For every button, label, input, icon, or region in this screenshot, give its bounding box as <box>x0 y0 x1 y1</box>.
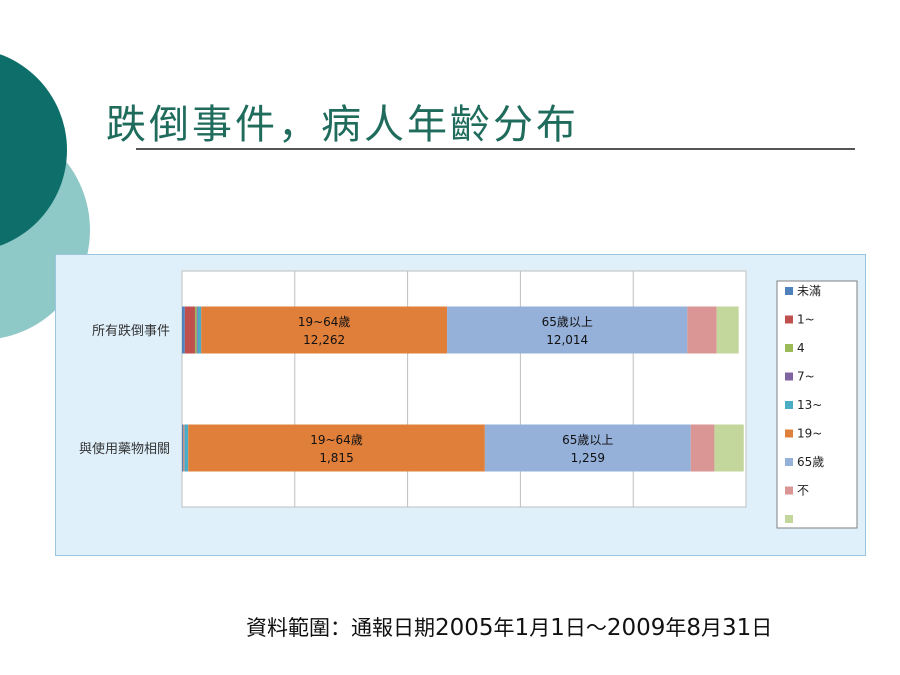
data-label-name: 19~64歲 <box>298 315 351 329</box>
page-title: 跌倒事件，病人年齡分布 <box>106 102 579 148</box>
bar-segment <box>188 424 485 472</box>
source-day-end: 31 <box>722 615 752 641</box>
data-label-name: 65歲以上 <box>542 315 593 329</box>
bar-segment <box>716 306 739 354</box>
bar-segment <box>447 306 688 354</box>
source-char: 日 <box>751 616 773 640</box>
source-month-start: 1 <box>514 615 530 641</box>
source-day-start: 1 <box>550 615 565 641</box>
source-month-end: 8 <box>686 615 702 641</box>
bar-segment <box>194 306 197 354</box>
legend-label: 4 <box>797 341 805 355</box>
legend-swatch <box>785 401 793 409</box>
source-char: 年 <box>493 616 515 640</box>
legend-label: 7~ <box>797 370 815 384</box>
chart-panel: 所有跌倒事件 與使用藥物相關 19~64歲 12,262 65歲以上 12,014 19~6… <box>55 254 866 556</box>
bar-segment <box>183 424 185 472</box>
source-prefix: 資料範圍：通報日期 <box>246 616 435 640</box>
source-char: 月 <box>529 616 551 640</box>
source-year-start: 2005 <box>435 615 494 641</box>
bar-segment <box>484 424 691 472</box>
source-note: 資料範圍：通報日期2005年1月1日～2009年8月31日 <box>246 612 772 642</box>
legend-label: 19~ <box>797 427 822 441</box>
source-char: 日～ <box>564 616 607 640</box>
legend-swatch <box>785 429 793 438</box>
bar-segment <box>687 306 717 354</box>
legend-label: 未滿 <box>797 284 821 298</box>
legend-swatch <box>785 344 793 352</box>
data-label-value: 12,014 <box>546 333 588 347</box>
bar-segment <box>184 424 185 472</box>
bar-segment <box>714 424 744 472</box>
stacked-bar-chart: 所有跌倒事件與使用藥物相關19~64歲12,26265歲以上12,01419~6… <box>79 270 858 529</box>
data-label-value: 12,262 <box>303 333 345 347</box>
plot-area <box>181 270 747 508</box>
category-label: 所有跌倒事件 <box>92 323 170 339</box>
legend-swatch <box>785 515 793 523</box>
data-label-name: 65歲以上 <box>562 433 613 447</box>
decor-circle-dark <box>0 54 67 246</box>
bar-segment <box>690 424 715 472</box>
legend-swatch <box>785 287 793 295</box>
legend-swatch <box>785 458 793 466</box>
bar-segment <box>182 306 185 354</box>
bar-segment <box>183 424 184 472</box>
legend-label: 不 <box>797 484 809 498</box>
bar-segment <box>201 306 448 354</box>
bar-segment <box>184 306 195 354</box>
bar-segment <box>197 306 202 354</box>
legend-swatch <box>785 315 793 324</box>
legend-label: 1~ <box>797 313 815 327</box>
source-year-end: 2009 <box>606 615 666 641</box>
data-label-value: 1,815 <box>319 451 353 465</box>
bar-segment <box>184 424 189 472</box>
data-label-value: 1,259 <box>571 451 605 465</box>
data-label-name: 19~64歲 <box>310 433 363 447</box>
legend-label: 13~ <box>797 398 822 412</box>
bar-segment <box>182 424 184 472</box>
legend-swatch <box>785 486 793 495</box>
category-label: 與使用藥物相關 <box>79 441 170 457</box>
legend-label: 65歲 <box>797 455 824 469</box>
bar-segment <box>196 306 198 354</box>
source-char: 年 <box>665 616 687 640</box>
source-char: 月 <box>701 616 723 640</box>
legend-swatch <box>785 372 793 381</box>
title-divider <box>136 148 855 150</box>
